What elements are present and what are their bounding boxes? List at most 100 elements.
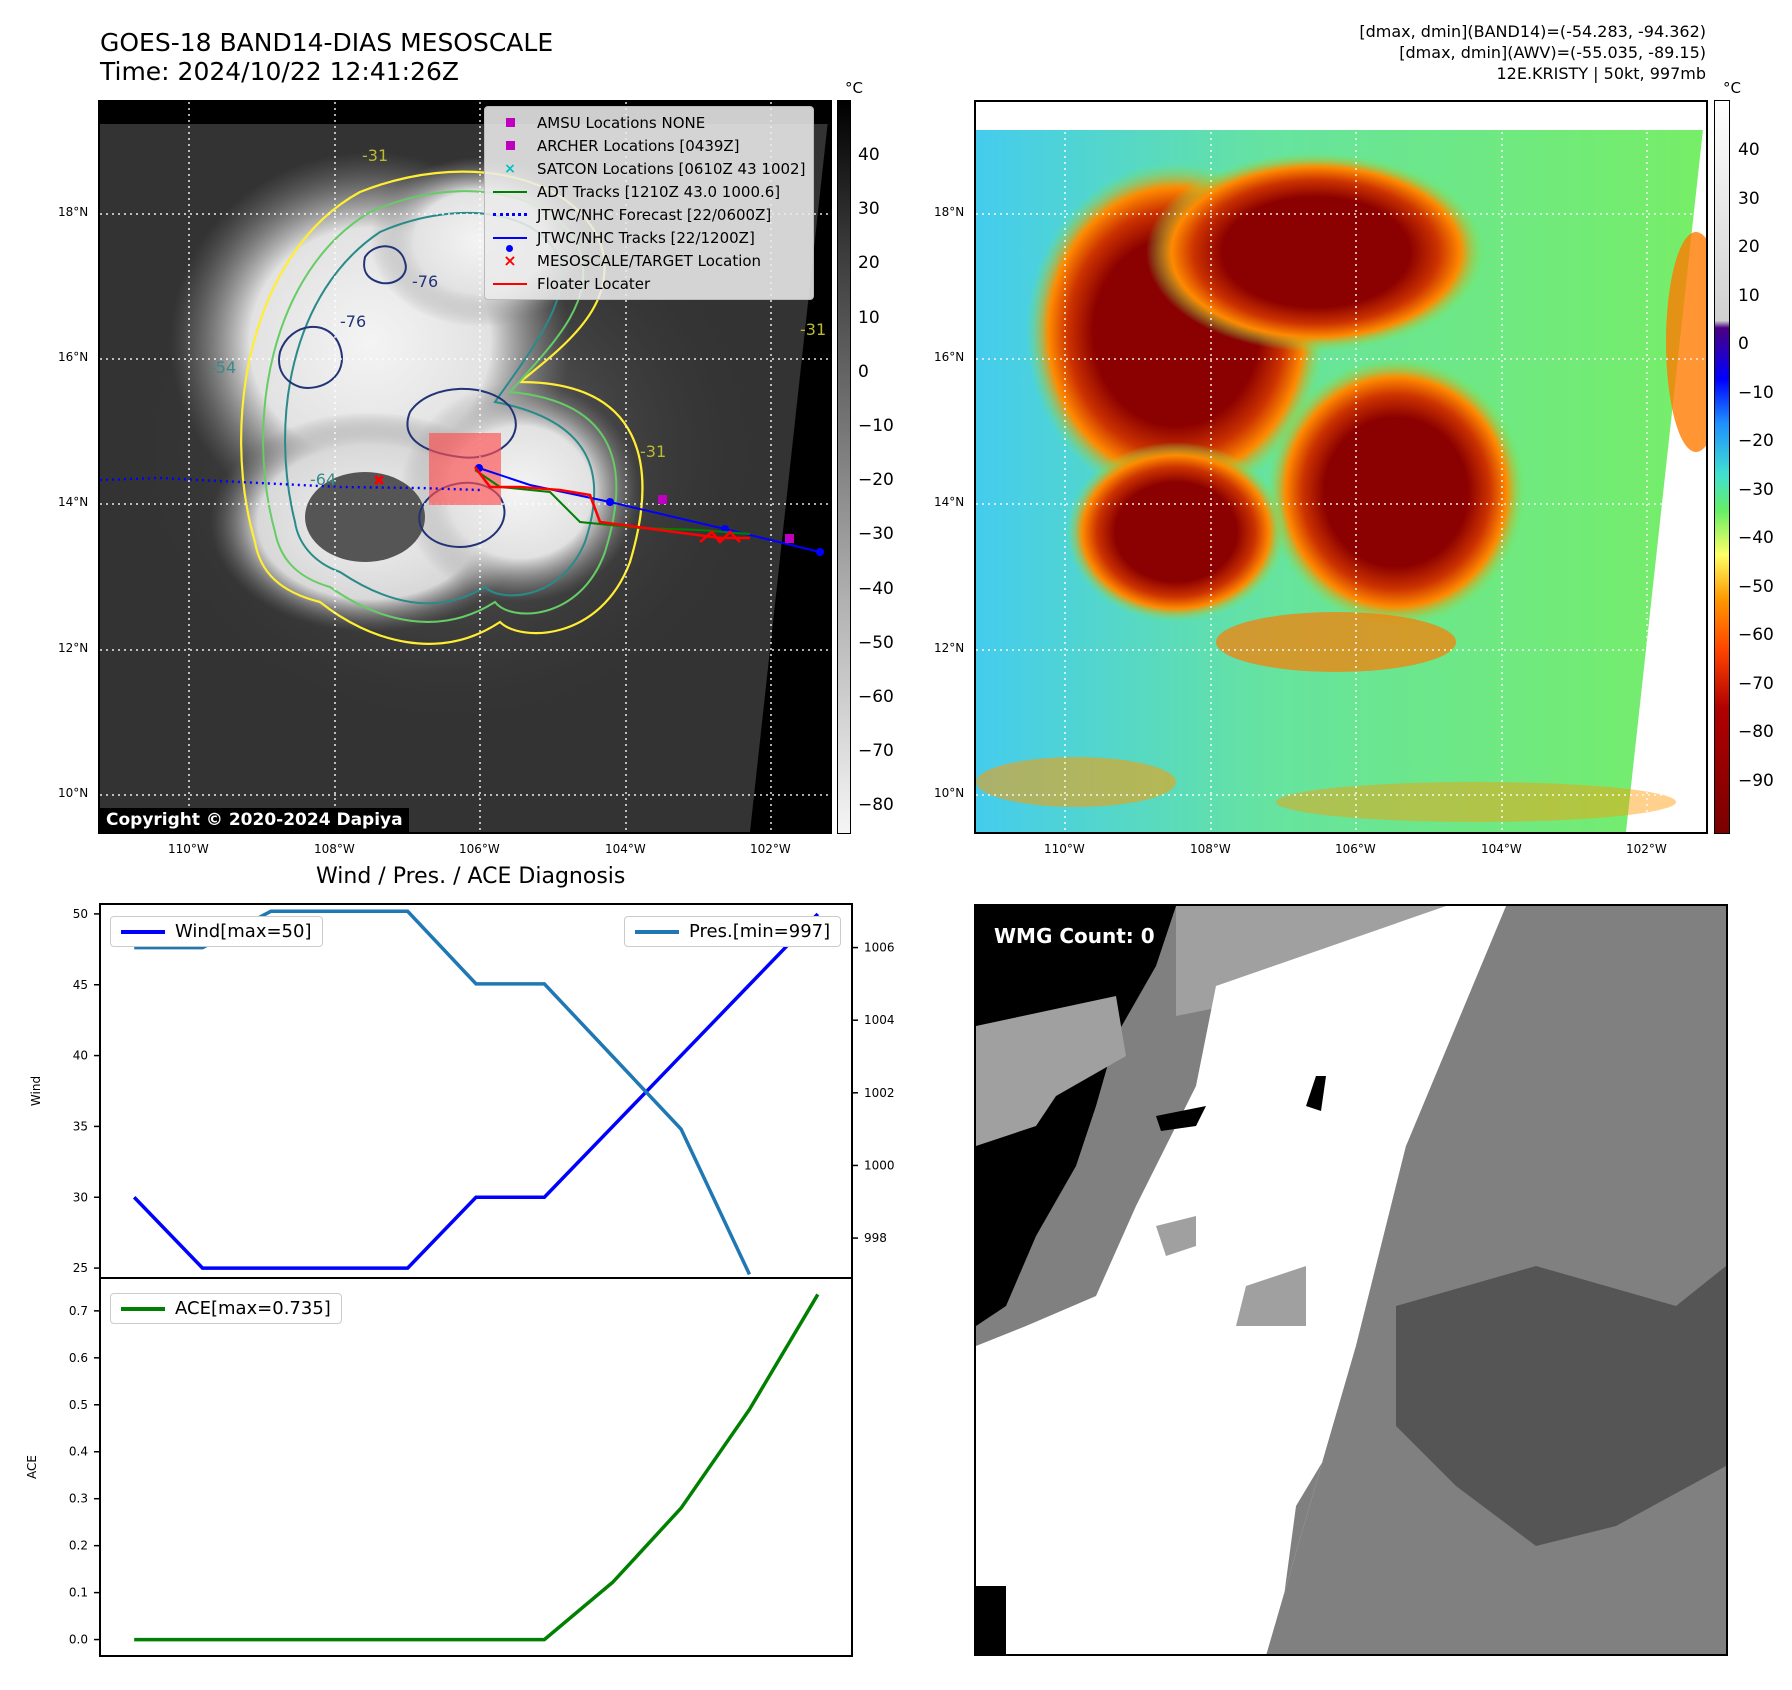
- color-ir-map-image: [976, 102, 1706, 832]
- diagnosis-title: Wind / Pres. / ACE Diagnosis: [316, 864, 626, 889]
- contour-label: -31: [640, 442, 667, 461]
- wind-legend: Wind[max=50]: [110, 916, 323, 947]
- colorbar-tick-label: −30: [1738, 479, 1774, 500]
- colorbar-tick-label: −90: [1738, 770, 1774, 791]
- colorbar-tick-label: −30: [858, 524, 894, 545]
- colorbar-tick-label: −70: [858, 741, 894, 762]
- ace-tick-label: 0.0: [69, 1633, 88, 1647]
- lat-label: 16°N: [58, 350, 89, 364]
- copyright-label: Copyright © 2020-2024 Dapiya: [100, 808, 409, 832]
- legend-item: JTWC/NHC Forecast [22/0600Z]: [493, 203, 805, 226]
- colorbar-tick-label: 20: [858, 253, 880, 274]
- colorbar-tick-label: 30: [1738, 188, 1760, 209]
- lon-label: 104°W: [605, 842, 646, 856]
- legend-item: ARCHER Locations [0439Z]: [493, 134, 805, 157]
- wind-tick-label: 30: [73, 1190, 88, 1204]
- colorbar-tick-label: −80: [858, 795, 894, 816]
- pressure-tick-label: 998: [864, 1231, 887, 1245]
- pressure-series-line: [134, 909, 752, 1276]
- lon-label: 110°W: [1044, 842, 1085, 856]
- ir-map-panel: -31 -54 -76 -76 -64 -31 -31 AMSU Locatio…: [98, 100, 832, 834]
- colorbar-tick-label: 0: [1738, 334, 1749, 354]
- contour-label: -31: [362, 146, 389, 165]
- ace-series-line: [134, 1293, 820, 1642]
- chart-time: Time: 2024/10/22 12:41:26Z: [100, 57, 459, 86]
- colorbar-tick-label: 10: [1738, 285, 1760, 306]
- colorbar-tick-label: −60: [1738, 625, 1774, 645]
- lon-label: 102°W: [1626, 842, 1667, 856]
- legend-item: × MESOSCALE/TARGET Location: [503, 251, 762, 270]
- lat-label: 12°N: [934, 641, 965, 655]
- ace-tick-label: 0.5: [69, 1398, 88, 1412]
- pressure-tick-label: 1006: [864, 941, 895, 955]
- chart-title: GOES-18 BAND14-DIAS MESOSCALE: [100, 28, 554, 57]
- pressure-tick-label: 1002: [864, 1086, 895, 1100]
- pressure-tick-label: 1004: [864, 1013, 895, 1027]
- pressure-tick-label: 1000: [864, 1158, 895, 1172]
- colorbar-unit: °C: [845, 79, 863, 97]
- wind-tick-label: 50: [73, 907, 88, 921]
- colorbar-tick-label: 40: [1738, 140, 1760, 160]
- lat-label: 18°N: [58, 205, 89, 219]
- colorbar-tick-label: −20: [1738, 431, 1774, 451]
- wind-axis-label: Wind: [29, 1076, 43, 1106]
- ace-tick-label: 0.6: [69, 1351, 88, 1365]
- lat-label: 16°N: [934, 350, 965, 364]
- wind-tick-label: 45: [73, 978, 88, 992]
- ir-colorbar: [837, 100, 851, 834]
- wind-pressure-axes-frame: [99, 903, 853, 1279]
- contour-label: -64: [310, 470, 337, 489]
- wmg-image: [976, 906, 1726, 1654]
- ace-tick-label: 0.7: [69, 1304, 88, 1318]
- lon-label: 106°W: [1335, 842, 1376, 856]
- color-colorbar: [1714, 100, 1730, 834]
- lon-label: 108°W: [314, 842, 355, 856]
- lon-label: 108°W: [1190, 842, 1231, 856]
- contour-label: -31: [800, 320, 827, 339]
- wind-tick-label: 35: [73, 1119, 88, 1133]
- wmg-count-label: WMG Count: 0: [994, 924, 1155, 948]
- ace-legend: ACE[max=0.735]: [110, 1293, 342, 1324]
- legend-item: × SATCON Locations [0610Z 43 1002]: [504, 159, 806, 178]
- colorbar-tick-label: −80: [1738, 722, 1774, 742]
- colorbar-unit: °C: [1723, 79, 1741, 97]
- lat-label: 10°N: [934, 786, 965, 800]
- contour-label: -76: [340, 312, 367, 331]
- colorbar-tick-label: 10: [858, 307, 880, 328]
- ace-tick-label: 0.4: [69, 1445, 88, 1459]
- colorbar-tick-label: −10: [1738, 382, 1774, 403]
- info-storm: 12E.KRISTY | 50kt, 997mb: [1496, 64, 1707, 83]
- info-awv: [dmax, dmin](AWV)=(-55.035, -89.15): [1399, 43, 1706, 62]
- colorbar-tick-label: 20: [1738, 237, 1760, 257]
- ace-axes-frame: [99, 1277, 853, 1657]
- legend-item: JTWC/NHC Tracks [22/1200Z]: [493, 226, 805, 252]
- colorbar-tick-label: −50: [1738, 576, 1774, 597]
- diagnosis-chart: 50 45 40 35 30 25 1006 1004 1002 1000 998 0.7 0.6 0.5…: [25, 903, 895, 1657]
- lon-label: 102°W: [750, 842, 791, 856]
- color-ir-map-panel: [974, 100, 1708, 834]
- lat-label: 14°N: [934, 495, 965, 509]
- wmg-panel: WMG Count: 0: [974, 904, 1728, 1656]
- colorbar-tick-label: −50: [858, 632, 894, 653]
- ace-tick-label: 0.3: [69, 1492, 88, 1506]
- colorbar-tick-label: −40: [858, 578, 894, 599]
- ace-tick-label: 0.2: [69, 1539, 88, 1553]
- pressure-legend: Pres.[min=997]: [624, 916, 842, 947]
- wind-tick-label: 25: [73, 1261, 88, 1275]
- contour-label: -76: [412, 272, 439, 291]
- lon-label: 104°W: [1481, 842, 1522, 856]
- contour-label: -54: [210, 358, 237, 377]
- lat-label: 14°N: [58, 495, 89, 509]
- lat-label: 12°N: [58, 641, 89, 655]
- info-band14: [dmax, dmin](BAND14)=(-54.283, -94.362): [1359, 22, 1706, 41]
- colorbar-tick-label: −20: [858, 470, 894, 491]
- lat-label: 18°N: [934, 205, 965, 219]
- track-legend: AMSU Locations NONE ARCHER Locations [04…: [484, 106, 815, 300]
- colorbar-tick-label: −40: [1738, 528, 1774, 548]
- legend-item: AMSU Locations NONE: [493, 111, 805, 134]
- legend-item: Floater Locater: [493, 272, 805, 295]
- lon-label: 106°W: [459, 842, 500, 856]
- wind-series-line: [132, 912, 820, 1270]
- colorbar-tick-label: 30: [858, 199, 880, 220]
- lon-label: 110°W: [168, 842, 209, 856]
